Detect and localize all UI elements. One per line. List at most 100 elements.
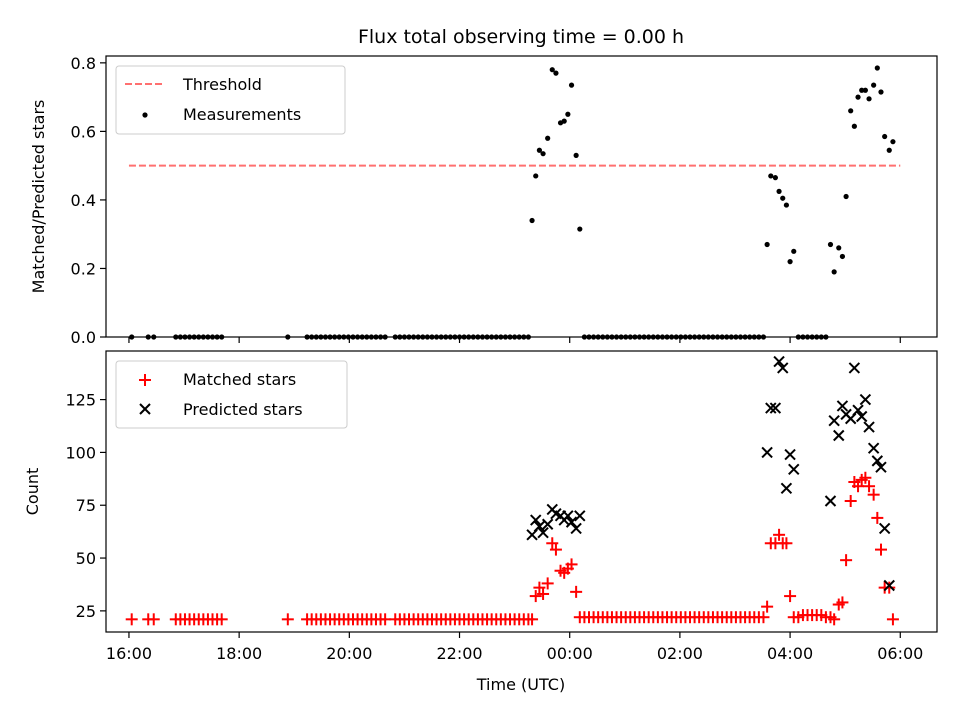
measurement-point [839,253,846,260]
matched-star-point [780,537,793,550]
matched-star-point [844,495,857,508]
measurement-point [205,334,211,340]
predicted-star-stroke-b [530,514,542,526]
matched-star-point [125,613,138,626]
predicted-star-point [863,421,875,433]
measurement-point [641,334,647,340]
measurement-point [836,245,842,251]
measurement-point [565,111,571,117]
bottom-plot-frame [105,350,938,633]
predicted-star-stroke-b [574,510,586,522]
measurement-point [669,334,675,340]
predicted-star-point [828,415,840,427]
bottom-xtick-label: 20:00 [326,644,372,663]
measurement-point [831,269,837,275]
bottom-y-axis-label: Count [23,468,42,516]
bottom-x-axis-label: Time (UTC) [476,675,565,694]
measurement-point [516,334,522,340]
measurement-point [848,108,854,114]
matched-star-point [379,613,392,626]
measurement-point [209,334,216,340]
predicted-star-point [769,402,782,414]
measurement-point [219,334,225,340]
measurement-point [795,334,801,340]
measurement-point [664,334,670,340]
predicted-star-point [562,510,574,522]
top-y-axis: 0.0 0.2 0.4 0.6 0.8 [71,54,106,347]
bottom-ytick-label: 75 [76,496,96,515]
measurement-point [540,151,546,157]
measurement-point [392,334,398,340]
measurement-point [851,123,857,129]
chart-title: Flux total observing time = 0.00 h [358,26,684,48]
measurement-point [705,334,711,340]
measurement-point [737,334,744,340]
predicted-star-point [878,522,891,535]
predicted-star-stroke-b [788,463,800,476]
matched-star-point [773,528,786,541]
measurement-point [859,87,865,93]
measurement-point [443,334,449,340]
measurement-point [525,334,531,340]
measurement-point [304,334,310,340]
predicted-star-stroke-b [836,400,849,412]
matched-star-point [840,554,853,567]
measurement-point [200,334,206,340]
matched-star-point [533,581,546,594]
measurement-point [787,259,793,265]
measurement-point [780,195,786,201]
predicted-star-stroke-b [565,516,578,528]
predicted-star-stroke-b [833,429,845,442]
top-legend: Threshold Measurements [115,65,346,135]
measurement-point [411,334,417,340]
measurement-point [373,334,379,340]
matched-star-point [784,590,797,603]
measurement-point [696,334,702,340]
predicted-star-stroke-b [848,362,861,374]
measurement-point [382,334,388,340]
measurement-point [577,226,583,232]
predicted-star-point [541,518,554,530]
measurement-point [345,334,352,340]
matched-star-point [529,590,542,603]
measurement-point [336,334,342,340]
predicted-star-stroke-b [871,455,884,467]
measurement-point [533,173,539,179]
bottom-x-axis: 16:00 18:00 20:00 22:00 00:00 02:00 04:00 06:00 [106,632,923,663]
measurement-point [627,334,633,340]
predicted-star-stroke-b [777,362,789,374]
matched-star-point [836,596,849,609]
measurement-point [313,334,319,340]
matched-star-point [863,480,876,493]
bottom-ytick-label: 50 [76,549,96,568]
measurement-point [809,334,815,340]
predicted-star-point [565,516,578,528]
measurements-series [129,65,896,340]
measurement-point [600,334,606,340]
matched-star-point [147,613,160,626]
measurement-point [364,334,370,340]
measurement-point [719,334,725,340]
predicted-star-point [855,410,868,423]
measurement-point [800,334,806,340]
measurement-point [173,334,179,340]
predicted-star-stroke-b [828,415,840,427]
matched-star-point [852,480,865,493]
top-ytick-label: 0.2 [71,259,96,278]
predicted-star-point [871,455,884,467]
predicted-star-point [777,362,789,374]
measurement-point [151,334,157,340]
measurement-point [747,334,753,340]
measurement-point [613,334,620,340]
matched-star-point [883,581,896,594]
bottom-y-axis: 25 50 75 100 125 [65,391,106,621]
measurement-point [756,334,762,340]
measurement-point [609,334,615,340]
measurement-point [196,334,202,340]
top-panel: 0.00.20.40.60.8 Matched/Predicted stars … [29,54,938,347]
measurement-point [710,334,716,340]
legend-measurements-label: Measurements [183,105,301,124]
measurement-point [553,70,559,76]
predicted-star-point [852,404,864,416]
measurement-point [182,334,188,340]
